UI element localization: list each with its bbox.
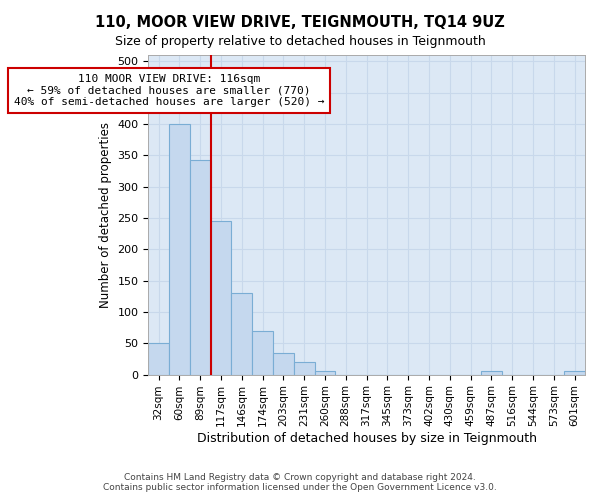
Text: Size of property relative to detached houses in Teignmouth: Size of property relative to detached ho… [115,35,485,48]
Bar [169,124,190,374]
Bar [232,293,252,374]
Bar [211,221,232,374]
Bar [564,372,585,374]
Bar [481,372,502,374]
Bar [314,372,335,374]
X-axis label: Distribution of detached houses by size in Teignmouth: Distribution of detached houses by size … [197,432,536,445]
Text: Contains HM Land Registry data © Crown copyright and database right 2024.
Contai: Contains HM Land Registry data © Crown c… [103,473,497,492]
Text: 110 MOOR VIEW DRIVE: 116sqm
← 59% of detached houses are smaller (770)
40% of se: 110 MOOR VIEW DRIVE: 116sqm ← 59% of det… [14,74,324,107]
Text: 110, MOOR VIEW DRIVE, TEIGNMOUTH, TQ14 9UZ: 110, MOOR VIEW DRIVE, TEIGNMOUTH, TQ14 9… [95,15,505,30]
Y-axis label: Number of detached properties: Number of detached properties [99,122,112,308]
Bar [148,344,169,374]
Bar [273,352,294,374]
Bar [294,362,314,374]
Bar [190,160,211,374]
Bar [252,330,273,374]
